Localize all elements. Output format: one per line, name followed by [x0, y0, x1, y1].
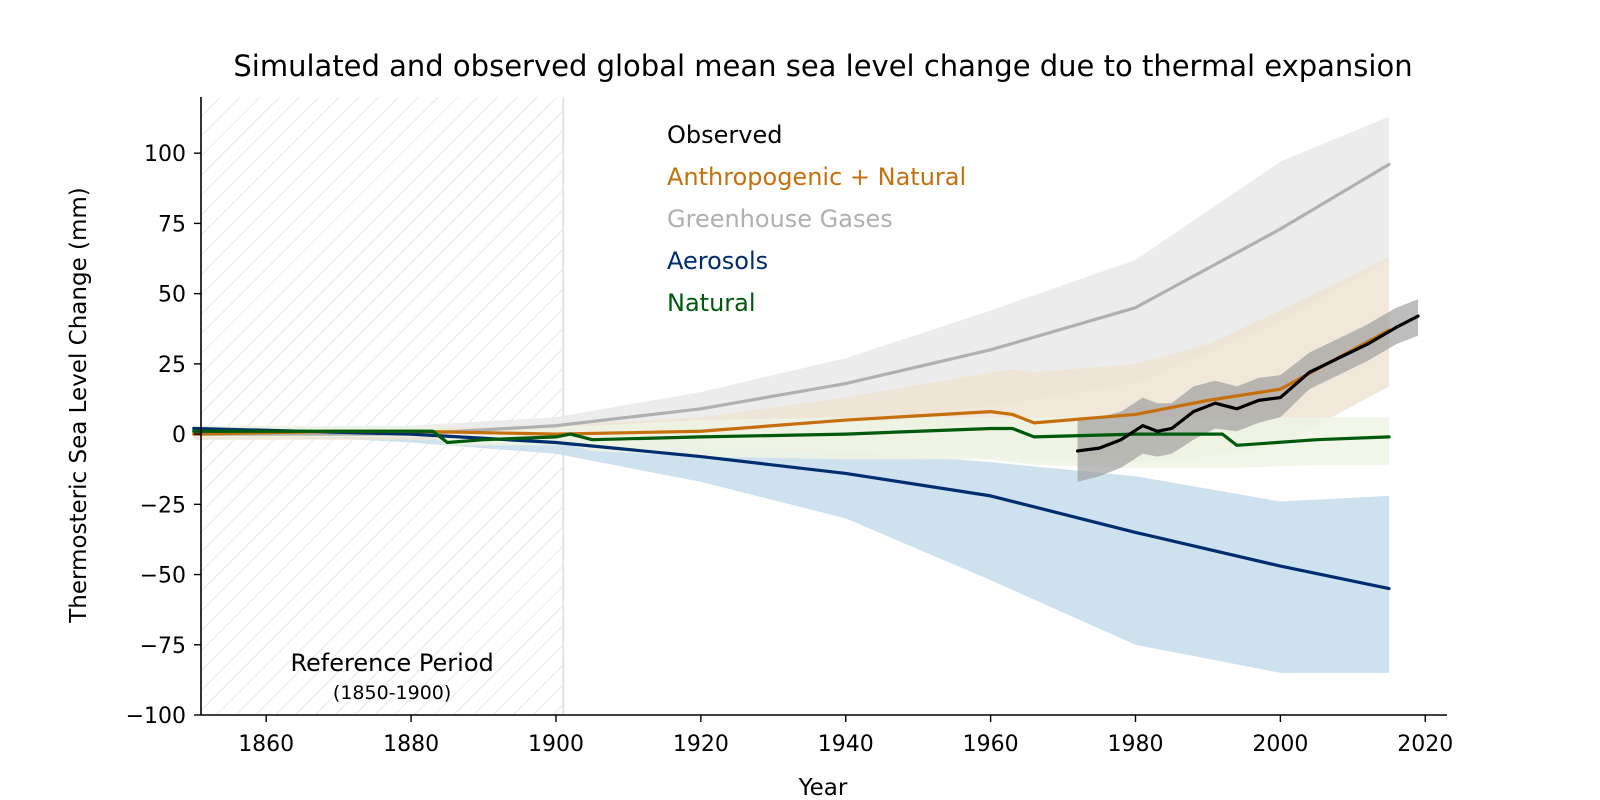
reference-period-hatch	[201, 97, 564, 715]
x-tick-label: 1900	[528, 732, 584, 757]
y-tick-label: 25	[158, 353, 186, 378]
legend-entry-greenhouse-gases: Greenhouse Gases	[667, 205, 893, 233]
y-tick-label: −100	[126, 704, 186, 729]
reference-period-sublabel: (1850-1900)	[333, 682, 451, 704]
y-tick-label: 50	[158, 283, 186, 308]
series-lines	[192, 162, 1420, 591]
y-tick-label: 100	[144, 142, 186, 167]
observed-band	[1077, 299, 1419, 482]
x-tick-label: 1960	[963, 732, 1019, 757]
y-tick-label: −50	[140, 564, 186, 589]
aerosols-line	[192, 426, 1391, 591]
natural-line	[192, 426, 1391, 447]
y-tick-label: 0	[172, 423, 186, 448]
x-tick-label: 2000	[1252, 732, 1308, 757]
reference-period-label: Reference Period	[290, 649, 493, 677]
uncertainty-bands	[193, 116, 1419, 673]
y-tick-label: 75	[158, 212, 186, 237]
legend-entry-natural: Natural	[667, 289, 756, 317]
reference-period: Reference Period (1850-1900)	[201, 97, 565, 715]
x-tick-label: 2020	[1397, 732, 1453, 757]
legend: Observed Anthropogenic + Natural Greenhous…	[667, 121, 966, 317]
observed-line	[1075, 314, 1420, 453]
y-axis-ticks: −100 −75 −50 −25 0 25 50 75 100	[126, 142, 201, 729]
x-tick-label: 1940	[818, 732, 874, 757]
aerosols-band	[193, 425, 1390, 673]
x-axis-ticks: 1860 1880 1900 1920 1940 1960 1980 2000 2020	[238, 715, 1453, 757]
anthropogenic-natural-band	[193, 257, 1390, 463]
y-tick-label: −75	[140, 634, 186, 659]
x-tick-label: 1920	[673, 732, 729, 757]
legend-entry-aerosols: Aerosols	[667, 247, 768, 275]
chart-title: Simulated and observed global mean sea l…	[233, 49, 1412, 83]
x-tick-label: 1980	[1108, 732, 1164, 757]
y-tick-label: −25	[140, 493, 186, 518]
x-tick-label: 1880	[383, 732, 439, 757]
legend-entry-observed: Observed	[667, 121, 782, 149]
axes	[200, 97, 1447, 716]
x-tick-label: 1860	[238, 732, 294, 757]
x-axis-label: Year	[798, 775, 848, 800]
greenhouse-gases-band	[193, 116, 1390, 440]
y-axis-label: Thermosteric Sea Level Change (mm)	[66, 187, 92, 624]
legend-entry-anthropogenic-natural: Anthropogenic + Natural	[667, 163, 966, 191]
